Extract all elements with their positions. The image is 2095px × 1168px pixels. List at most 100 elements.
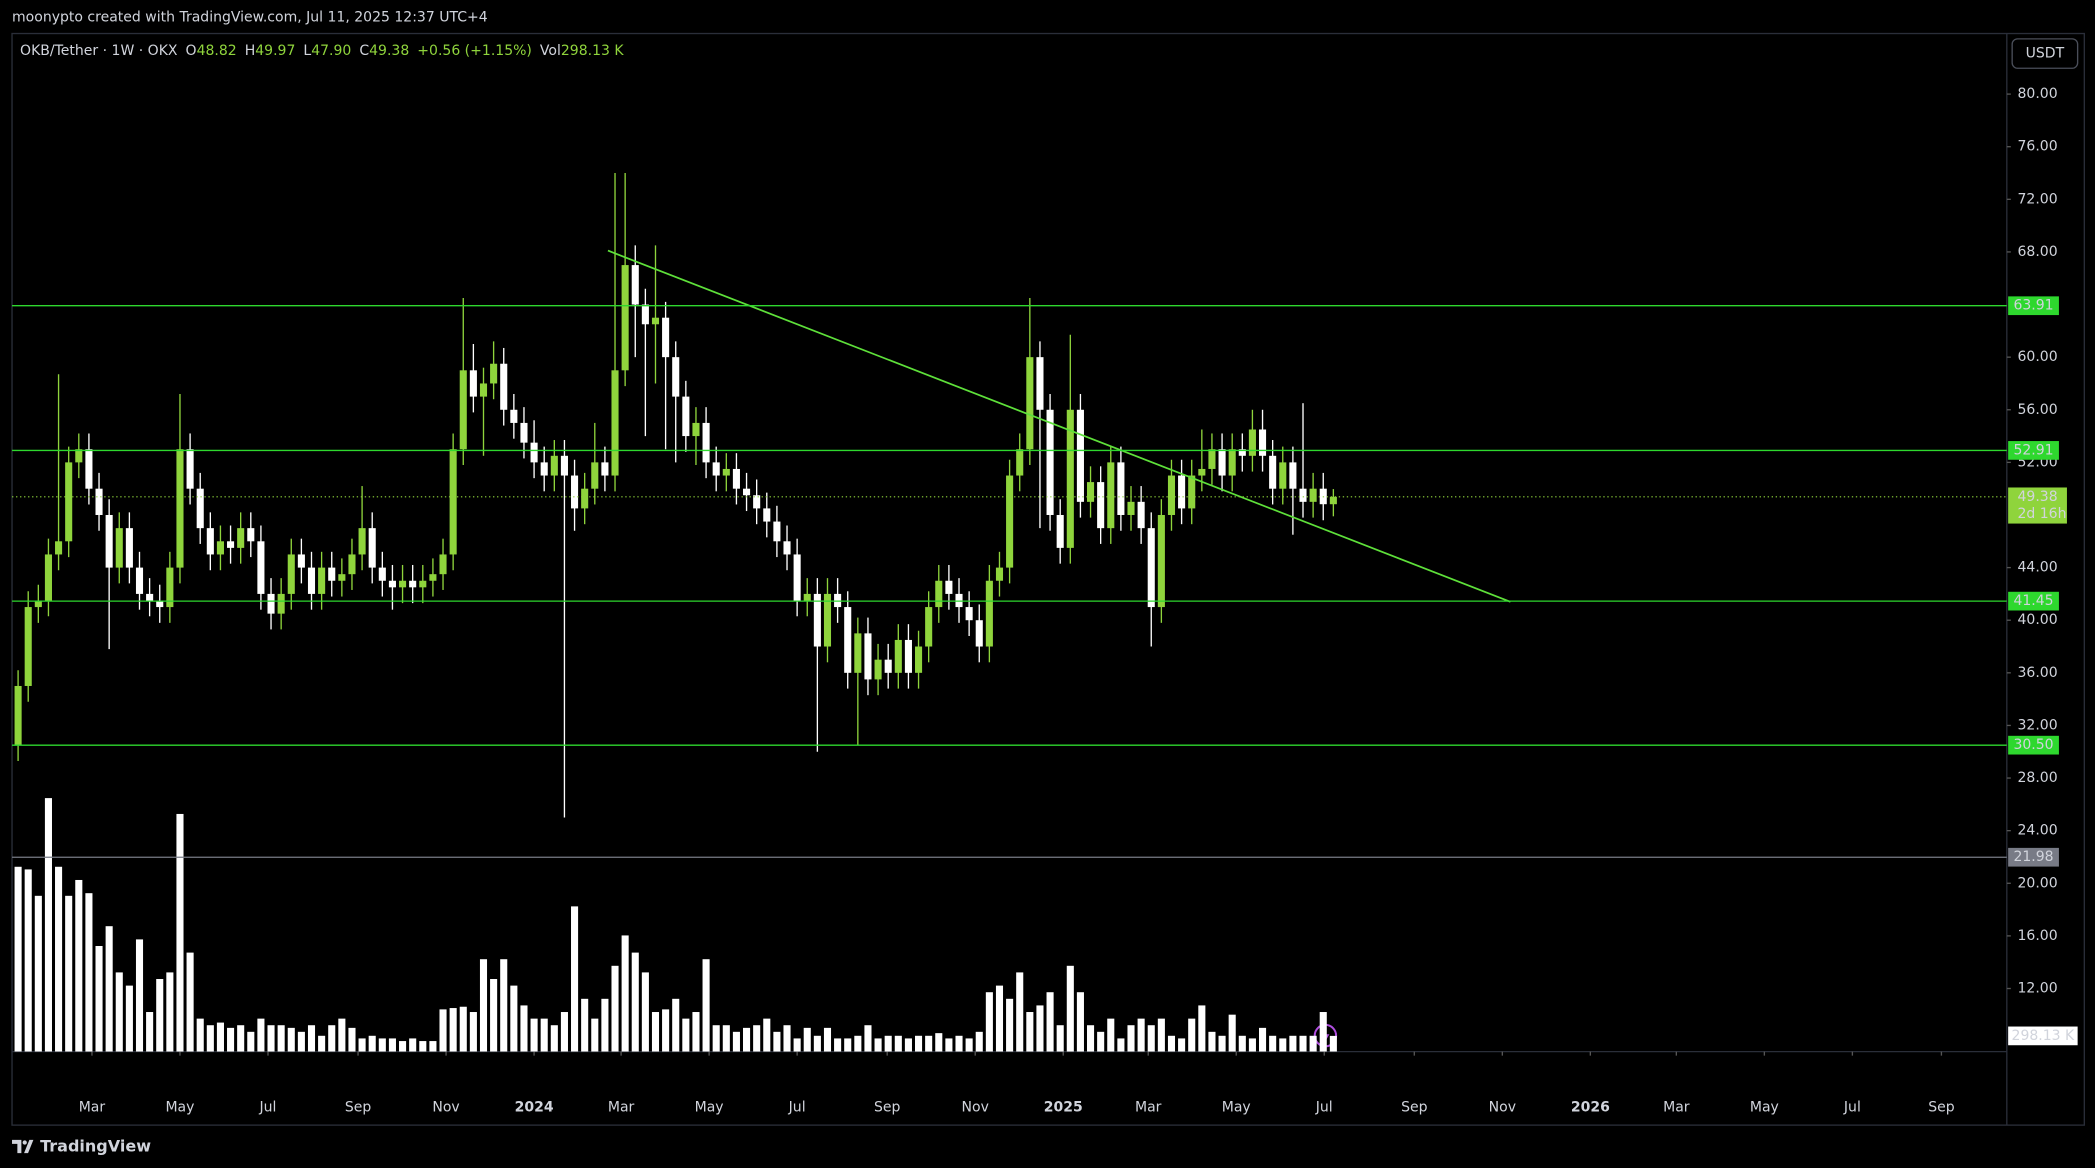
logo-mark[interactable] (12, 1139, 34, 1154)
volume-bar (904, 1038, 912, 1052)
candle-body (1208, 449, 1216, 469)
volume-bar (1279, 1038, 1287, 1052)
candle-body (348, 554, 356, 575)
volume-bar (1107, 1018, 1115, 1052)
volume-bar (1309, 1035, 1317, 1052)
trendline (607, 249, 1511, 603)
volume-bar (237, 1025, 245, 1052)
candle-body (307, 567, 316, 594)
volume-bar (247, 1031, 255, 1052)
volume-bar (965, 1038, 973, 1052)
volume-bar (975, 1031, 983, 1052)
candle-body (965, 607, 973, 621)
button-frame[interactable] (2011, 38, 2079, 69)
candle-body (560, 455, 568, 476)
last-price-label: 49.38 (2018, 489, 2058, 505)
candle-body (247, 528, 255, 542)
candle-body (44, 554, 52, 601)
candle-body (449, 449, 457, 555)
x-tick-label: May (1222, 1100, 1251, 1116)
volume-bar (469, 1012, 477, 1052)
x-tick-label: Sep (1928, 1100, 1955, 1116)
volume-bar (176, 813, 184, 1052)
volume-bar (1046, 992, 1054, 1052)
volume-bar (844, 1038, 852, 1052)
ohlc-value: 49.97 (255, 43, 295, 59)
candle-body (297, 554, 305, 568)
volume-label: 298.13 K (2012, 1028, 2075, 1044)
candle-body (500, 363, 508, 410)
candle-body (358, 528, 366, 555)
candle-body (146, 593, 154, 601)
x-tick-label: Nov (962, 1100, 989, 1116)
y-tick-label: 60.00 (2018, 349, 2058, 365)
volume-bar (358, 1038, 366, 1052)
level-label: 41.45 (2013, 593, 2053, 609)
volume-bar (672, 998, 680, 1052)
volume-bar (1178, 1038, 1186, 1052)
volume-bar (1097, 1031, 1105, 1052)
candle-body (206, 528, 214, 555)
volume-bar (682, 1018, 690, 1052)
candle-body (844, 607, 852, 673)
candle-body (156, 600, 164, 608)
candle-body (520, 422, 528, 443)
candle-body (1117, 462, 1125, 515)
volume-bar (651, 1012, 660, 1052)
candle-body (1289, 462, 1297, 489)
x-tick-label: 2026 (1571, 1100, 1610, 1116)
x-tick-label: Jul (1315, 1100, 1333, 1116)
volume-bar (55, 866, 63, 1052)
volume-value: 298.13 K (561, 43, 624, 59)
level-label-box (2008, 296, 2059, 316)
volume-bar (773, 1031, 781, 1052)
candle-body (328, 567, 336, 581)
volume-bar (156, 979, 164, 1052)
volume-bar (1127, 1025, 1135, 1052)
volume-bar (44, 798, 52, 1052)
x-tick-label: Mar (1663, 1100, 1690, 1116)
volume-bar (813, 1035, 821, 1052)
volume-bar (1258, 1027, 1267, 1052)
candle-body (743, 488, 751, 496)
volume-bar (307, 1025, 316, 1052)
volume-bar (1228, 1014, 1236, 1052)
logo-dot[interactable] (22, 1140, 27, 1145)
candle-body (935, 580, 943, 608)
volume-bar (722, 1025, 730, 1052)
volume-bar (823, 1027, 832, 1052)
candle-body (1137, 501, 1145, 529)
x-tick-label: Mar (608, 1100, 635, 1116)
candle-body (591, 462, 599, 489)
candle-body (459, 370, 467, 450)
y-tick-label: 24.00 (2018, 823, 2058, 839)
candle-body (651, 317, 660, 325)
volume-bar (520, 1005, 528, 1052)
candle-body (1046, 409, 1054, 515)
candle-body (894, 639, 902, 673)
volume-bar (550, 1025, 558, 1052)
reference-label-box (2008, 847, 2059, 867)
candle-body (1238, 449, 1246, 456)
button-label[interactable]: USDT (2026, 46, 2065, 62)
brand-name[interactable]: TradingView (40, 1137, 151, 1156)
volume-bar (125, 985, 133, 1052)
volume-bar (581, 998, 589, 1052)
brand-logo[interactable]: TradingView (12, 1137, 151, 1156)
candle-body (510, 409, 518, 423)
candle-body (975, 620, 983, 647)
level-label: 52.91 (2013, 442, 2053, 458)
volume-bar (85, 893, 93, 1052)
x-tick-label: 2025 (1044, 1100, 1083, 1116)
volume-bar (601, 998, 609, 1052)
volume-bar (925, 1035, 933, 1052)
x-tick-label: May (695, 1100, 724, 1116)
candle-body (904, 639, 912, 673)
volume-bar (834, 1038, 842, 1052)
currency-button[interactable]: USDT (2011, 38, 2079, 69)
ohlc-value: 48.82 (197, 43, 237, 59)
candle-body (763, 508, 771, 522)
candle-body (399, 580, 407, 588)
